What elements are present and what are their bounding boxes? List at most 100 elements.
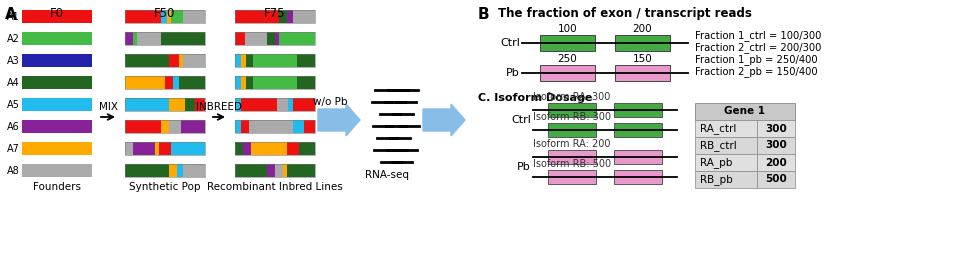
Bar xyxy=(613,150,661,164)
Bar xyxy=(279,32,315,45)
Bar xyxy=(234,10,279,23)
Bar xyxy=(287,142,298,155)
Text: 150: 150 xyxy=(632,54,652,64)
Text: A3: A3 xyxy=(7,55,20,65)
Bar xyxy=(694,154,756,171)
Bar xyxy=(125,32,204,45)
Bar xyxy=(298,142,315,155)
Bar xyxy=(125,76,204,89)
Text: 250: 250 xyxy=(557,54,577,64)
Bar xyxy=(246,76,252,89)
Text: RA_pb: RA_pb xyxy=(700,157,732,168)
Bar xyxy=(182,10,204,23)
Text: Isoform RB: 500: Isoform RB: 500 xyxy=(532,159,610,169)
Bar xyxy=(275,32,279,45)
Bar xyxy=(161,32,204,45)
Bar xyxy=(133,32,137,45)
Bar xyxy=(297,54,315,67)
Bar xyxy=(756,120,795,137)
Text: Fraction 2_pb = 150/400: Fraction 2_pb = 150/400 xyxy=(694,66,817,77)
Text: A1: A1 xyxy=(7,11,20,21)
Text: Isoform RB: 300: Isoform RB: 300 xyxy=(532,112,610,122)
Bar xyxy=(547,123,595,137)
Bar xyxy=(694,120,756,137)
Bar xyxy=(133,142,155,155)
Bar xyxy=(234,142,315,155)
Bar xyxy=(171,10,182,23)
Bar xyxy=(125,164,169,177)
Text: w/o Pb: w/o Pb xyxy=(312,97,347,107)
Bar xyxy=(613,170,661,184)
Text: The fraction of exon / transcript reads: The fraction of exon / transcript reads xyxy=(497,7,751,20)
Bar xyxy=(288,98,293,111)
Bar xyxy=(125,76,165,89)
Text: MIX: MIX xyxy=(99,102,117,112)
Bar xyxy=(266,32,275,45)
Bar xyxy=(614,65,670,81)
Bar xyxy=(125,54,169,67)
Bar xyxy=(275,164,283,177)
Bar xyxy=(547,170,595,184)
Bar xyxy=(234,120,240,133)
Bar xyxy=(276,98,288,111)
Text: 300: 300 xyxy=(765,123,786,134)
Bar xyxy=(234,54,315,67)
Bar xyxy=(243,142,251,155)
Bar xyxy=(234,76,315,89)
Bar xyxy=(22,120,92,133)
Bar xyxy=(252,54,297,67)
Text: F75: F75 xyxy=(264,7,286,20)
Bar xyxy=(234,76,240,89)
Text: 500: 500 xyxy=(765,174,786,184)
Bar xyxy=(240,76,246,89)
Bar xyxy=(694,137,756,154)
Bar xyxy=(169,98,185,111)
Bar xyxy=(614,35,670,51)
Bar xyxy=(234,98,240,111)
Bar xyxy=(172,142,204,155)
Bar xyxy=(547,150,595,164)
Bar xyxy=(155,142,159,155)
Bar xyxy=(178,76,204,89)
Text: C. Isoform Dosage: C. Isoform Dosage xyxy=(478,93,592,103)
Bar xyxy=(169,120,181,133)
Bar xyxy=(283,164,287,177)
Bar xyxy=(694,103,795,120)
Bar xyxy=(613,103,661,117)
Text: A6: A6 xyxy=(7,121,20,131)
Text: 200: 200 xyxy=(632,24,651,34)
Text: Ctrl: Ctrl xyxy=(500,38,519,48)
Bar xyxy=(234,164,266,177)
Bar xyxy=(613,123,661,137)
Bar xyxy=(167,10,171,23)
Text: Pb: Pb xyxy=(516,162,530,172)
Bar xyxy=(251,142,287,155)
Text: A2: A2 xyxy=(7,33,20,43)
Bar xyxy=(125,142,204,155)
Bar xyxy=(297,76,315,89)
Bar xyxy=(234,142,243,155)
Text: Pb: Pb xyxy=(506,68,519,78)
Text: B: B xyxy=(478,7,489,22)
Text: Fraction 1_ctrl = 100/300: Fraction 1_ctrl = 100/300 xyxy=(694,30,821,41)
Bar xyxy=(694,171,756,188)
Bar xyxy=(125,142,133,155)
Text: 300: 300 xyxy=(765,140,786,151)
Bar xyxy=(252,76,297,89)
Bar xyxy=(240,98,276,111)
Text: Synthetic Pop: Synthetic Pop xyxy=(129,182,201,192)
Bar xyxy=(125,120,161,133)
Bar xyxy=(234,120,315,133)
Text: F50: F50 xyxy=(154,7,175,20)
Text: A8: A8 xyxy=(7,166,20,175)
Bar xyxy=(169,54,178,67)
Bar xyxy=(234,10,315,23)
Bar xyxy=(22,76,92,89)
Bar xyxy=(293,10,315,23)
Bar xyxy=(287,164,315,177)
Text: Gene 1: Gene 1 xyxy=(724,107,765,117)
Text: Fraction 1_pb = 250/400: Fraction 1_pb = 250/400 xyxy=(694,54,817,65)
Bar xyxy=(266,164,275,177)
Text: F0: F0 xyxy=(50,7,64,20)
Text: A4: A4 xyxy=(7,77,20,87)
